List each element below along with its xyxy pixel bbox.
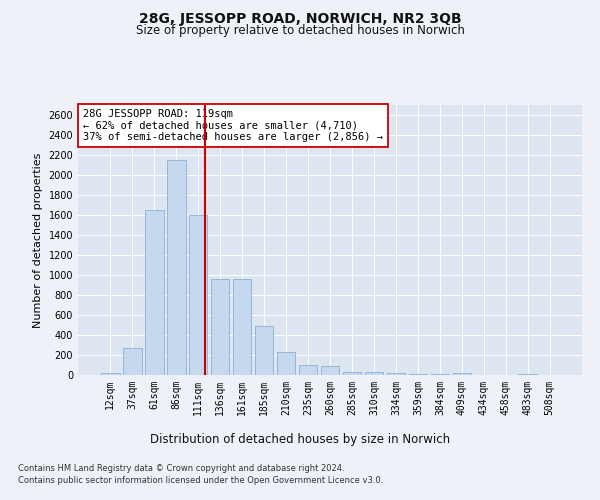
Y-axis label: Number of detached properties: Number of detached properties — [33, 152, 43, 328]
Text: Contains HM Land Registry data © Crown copyright and database right 2024.: Contains HM Land Registry data © Crown c… — [18, 464, 344, 473]
Bar — [277, 352, 295, 375]
Bar — [409, 374, 427, 375]
Bar — [386, 372, 405, 375]
Bar — [431, 374, 449, 375]
Bar — [452, 373, 471, 375]
Bar — [123, 348, 142, 375]
Bar — [541, 374, 559, 375]
Bar — [496, 374, 515, 375]
Bar — [211, 279, 229, 375]
Bar — [145, 210, 164, 375]
Bar — [101, 372, 119, 375]
Bar — [299, 364, 317, 375]
Bar — [475, 374, 493, 375]
Bar — [167, 160, 185, 375]
Text: Contains public sector information licensed under the Open Government Licence v3: Contains public sector information licen… — [18, 476, 383, 485]
Bar — [343, 372, 361, 375]
Text: 28G JESSOPP ROAD: 119sqm
← 62% of detached houses are smaller (4,710)
37% of sem: 28G JESSOPP ROAD: 119sqm ← 62% of detach… — [83, 109, 383, 142]
Bar — [365, 372, 383, 375]
Bar — [320, 366, 340, 375]
Bar — [189, 215, 208, 375]
Text: 28G, JESSOPP ROAD, NORWICH, NR2 3QB: 28G, JESSOPP ROAD, NORWICH, NR2 3QB — [139, 12, 461, 26]
Bar — [255, 326, 274, 375]
Text: Size of property relative to detached houses in Norwich: Size of property relative to detached ho… — [136, 24, 464, 37]
Text: Distribution of detached houses by size in Norwich: Distribution of detached houses by size … — [150, 432, 450, 446]
Bar — [233, 279, 251, 375]
Bar — [518, 374, 537, 375]
